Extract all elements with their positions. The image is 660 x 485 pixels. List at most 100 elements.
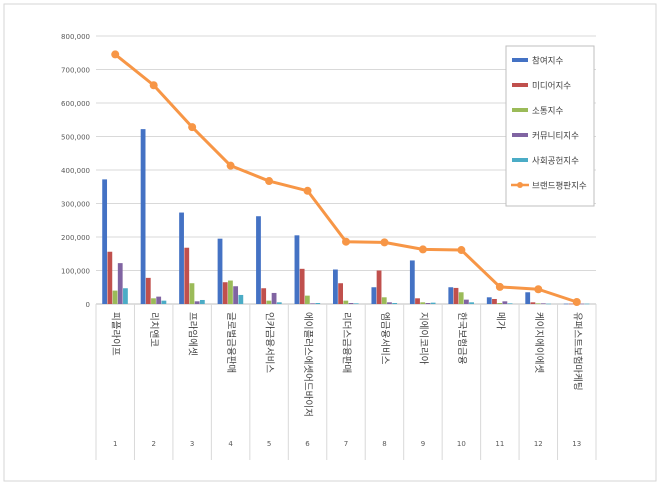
bar-참여지수-리더스금융판매 [333, 269, 338, 304]
bar-참여지수-한국보험금융 [448, 287, 454, 304]
line-point-인카금융서비스 [265, 177, 274, 186]
line-series [111, 50, 581, 306]
legend-label: 소통지수 [532, 107, 563, 117]
bar-소통지수-메가 [497, 303, 503, 304]
legend-swatch-marker [517, 182, 523, 188]
bar-사회공헌지수-인카금융서비스 [276, 302, 282, 304]
line-point-한국보험금융 [457, 246, 466, 255]
line-point-지에이코리아 [418, 245, 427, 254]
bar-커뮤니티지수-피플라이프 [117, 263, 123, 304]
category-label: 유퍼스트보험마케팅 [571, 312, 582, 391]
bar-사회공헌지수-프라임에셋 [199, 299, 205, 304]
bar-소통지수-한국보험금융 [458, 292, 464, 304]
bar-커뮤니티지수-유퍼스트보험마케팅 [579, 303, 585, 305]
bar-참여지수-글로벌금융판매 [217, 238, 223, 304]
y-tick-label: 600,000 [61, 100, 90, 108]
bar-미디어지수-인카금융서비스 [261, 288, 267, 304]
bar-소통지수-피플라이프 [112, 290, 118, 304]
category-numbers: 1 2 3 4 5 6 7 8 9 10 11 12 13 [113, 440, 581, 448]
category-label: 지에이코리아 [417, 312, 428, 365]
bar-사회공헌지수-리더스금융판매 [353, 303, 359, 304]
category-label: 에이플러스에셋어드바이저 [302, 312, 313, 417]
line-point-프라임에셋 [188, 123, 197, 132]
bar-참여지수-인카금융서비스 [256, 216, 261, 304]
bar-사회공헌지수-지에이코리아 [430, 302, 436, 304]
category-number: 5 [267, 440, 271, 448]
category-number: 3 [190, 440, 194, 448]
bar-커뮤니티지수-에이플러스에셋어드바이저 [310, 303, 315, 304]
bar-참여지수-에이플러스에셋어드바이저 [294, 235, 300, 304]
category-number: 7 [344, 440, 348, 448]
bar-미디어지수-글로벌금융판매 [222, 282, 228, 304]
category-number: 8 [382, 440, 386, 448]
legend-swatch [512, 58, 528, 62]
legend-label: 커뮤니티지수 [532, 131, 579, 142]
bar-사회공헌지수-피플라이프 [123, 288, 128, 304]
y-axis-ticks: 0 100,000 200,000 300,000 400,000 500,000 600,… [61, 33, 90, 309]
bar-커뮤니티지수-리치앤코 [156, 296, 162, 304]
bar-미디어지수-피플라이프 [107, 251, 113, 304]
bar-참여지수-리치앤코 [140, 129, 146, 304]
legend-label: 참여지수 [532, 56, 563, 67]
bar-소통지수-글로벌금융판매 [228, 280, 233, 304]
bar-미디어지수-유퍼스트보험마케팅 [568, 303, 574, 305]
bar-소통지수-리치앤코 [151, 298, 156, 304]
bar-사회공헌지수-메가 [507, 303, 513, 304]
bar-미디어지수-에이플러스에셋어드바이저 [299, 268, 305, 304]
bar-소통지수-지에이코리아 [420, 302, 426, 304]
category-number: 2 [151, 440, 155, 448]
category-number: 9 [421, 440, 425, 448]
line-point-엠금융서비스 [380, 238, 389, 247]
bar-사회공헌지수-에이플러스에셋어드바이저 [315, 303, 321, 304]
bar-참여지수-케이지에이에셋 [525, 292, 531, 304]
bar-미디어지수-메가 [492, 298, 497, 304]
y-tick-label: 100,000 [61, 268, 90, 276]
bar-사회공헌지수-글로벌금융판매 [238, 294, 244, 304]
bar-커뮤니티지수-프라임에셋 [194, 301, 200, 304]
bar-커뮤니티지수-리더스금융판매 [348, 303, 354, 304]
category-number: 10 [457, 440, 466, 448]
bar-미디어지수-한국보험금융 [453, 287, 459, 304]
bar-소통지수-에이플러스에셋어드바이저 [304, 295, 310, 305]
bar-사회공헌지수-리치앤코 [161, 300, 167, 304]
category-label: 케이지에이에셋 [533, 312, 544, 373]
bar-커뮤니티지수-지에이코리아 [425, 303, 431, 304]
bar-커뮤니티지수-글로벌금융판매 [233, 286, 239, 304]
y-tick-label: 300,000 [61, 201, 90, 209]
bar-사회공헌지수-유퍼스트보험마케팅 [584, 303, 590, 305]
bar-참여지수-지에이코리아 [409, 260, 415, 304]
category-label: 프라임에셋 [187, 312, 199, 356]
bar-소통지수-프라임에셋 [189, 283, 195, 304]
bar-미디어지수-리더스금융판매 [338, 283, 343, 304]
bar-커뮤니티지수-엠금융서비스 [387, 302, 392, 304]
category-labels: 피플라이프 리치앤코 프라임에셋 글로벌금융판매 인카금융서비스 에이플러스에셋어드바이저… [110, 312, 583, 417]
legend-swatch [512, 133, 528, 137]
legend-swatch [512, 83, 528, 87]
bar-커뮤니티지수-인카금융서비스 [271, 292, 277, 304]
line-point-피플라이프 [111, 50, 120, 59]
bar-소통지수-케이지에이에셋 [535, 303, 541, 304]
bar-사회공헌지수-케이지에이에셋 [546, 303, 551, 305]
line-point-메가 [495, 282, 504, 291]
category-number: 13 [572, 440, 581, 448]
category-number: 11 [495, 440, 504, 448]
bar-미디어지수-프라임에셋 [184, 247, 190, 304]
category-number: 12 [534, 440, 543, 448]
bar-커뮤니티지수-메가 [502, 301, 508, 304]
category-label: 인카금융서비스 [264, 312, 275, 373]
bar-참여지수-엠금융서비스 [371, 287, 377, 304]
bar-소통지수-리더스금융판매 [343, 300, 349, 304]
bar-사회공헌지수-한국보험금융 [469, 302, 474, 304]
category-number: 6 [305, 440, 310, 448]
line-point-글로벌금융판매 [226, 161, 235, 170]
legend-label: 브랜드평판지수 [532, 181, 587, 192]
bar-사회공헌지수-엠금융서비스 [392, 303, 398, 304]
bar-미디어지수-케이지에이에셋 [530, 302, 536, 304]
category-label: 엠금융서비스 [379, 312, 391, 365]
legend-label: 사회공헌지수 [532, 157, 579, 167]
category-label: 피플라이프 [110, 312, 121, 356]
legend-swatch [512, 108, 528, 112]
bar-미디어지수-엠금융서비스 [376, 270, 382, 304]
category-label: 리치앤코 [148, 312, 160, 347]
